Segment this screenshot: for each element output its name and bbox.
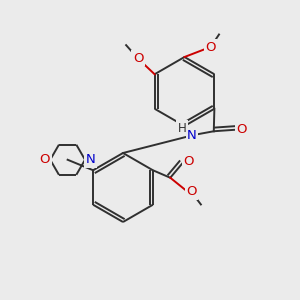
- Text: N: N: [187, 129, 197, 142]
- Text: O: O: [133, 52, 143, 65]
- Text: O: O: [183, 155, 194, 168]
- Text: O: O: [40, 153, 50, 166]
- Text: O: O: [236, 123, 247, 136]
- Text: H: H: [178, 122, 187, 135]
- Text: O: O: [205, 40, 216, 54]
- Text: N: N: [85, 153, 95, 166]
- Text: O: O: [186, 185, 196, 198]
